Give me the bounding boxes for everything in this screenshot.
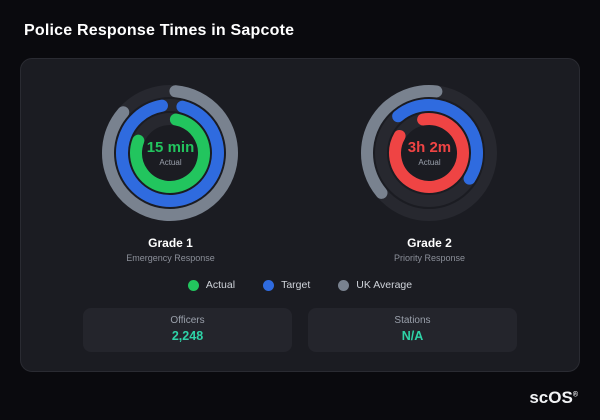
- uk-average-dot-icon: [338, 279, 350, 291]
- stat-label: Stations: [394, 315, 431, 326]
- gauge-chart-wrap: 3h 2m Actual: [355, 79, 503, 227]
- scos-logo-text: scOS: [529, 388, 573, 407]
- gauge-grade-subtitle: Priority Response: [393, 253, 465, 263]
- target-dot-icon: [263, 279, 275, 291]
- gauge-chart-wrap: 15 min Actual: [96, 79, 244, 227]
- gauge-grade-title: Grade 1: [148, 236, 193, 250]
- stat-value: N/A: [401, 329, 424, 343]
- stats-row: Officers 2,248 Stations N/A: [41, 308, 559, 352]
- gauge-grade-1: 15 min Actual Grade 1 Emergency Response: [51, 79, 289, 263]
- stat-label: Officers: [170, 315, 205, 326]
- stat-stations: Stations N/A: [308, 308, 517, 352]
- legend: Actual Target UK Average: [41, 279, 559, 291]
- radial-gauge-grade-2: [361, 85, 498, 221]
- radial-gauge-grade-1: [102, 85, 239, 221]
- gauge-grade-2: 3h 2m Actual Grade 2 Priority Response: [310, 79, 548, 263]
- legend-item-target[interactable]: Target: [263, 279, 310, 291]
- stat-officers: Officers 2,248: [83, 308, 292, 352]
- registered-mark: ®: [572, 391, 578, 399]
- legend-label: UK Average: [356, 279, 413, 291]
- legend-item-actual[interactable]: Actual: [187, 279, 236, 291]
- dashboard-card: 15 min Actual Grade 1 Emergency Response…: [20, 58, 580, 372]
- stat-value: 2,248: [171, 329, 204, 343]
- gauge-grade-subtitle: Emergency Response: [126, 253, 215, 263]
- scos-logo: scOS®: [529, 388, 578, 408]
- actual-dot-icon: [187, 279, 199, 291]
- page-title: Police Response Times in Sapcote: [24, 22, 295, 39]
- legend-item-uk-average[interactable]: UK Average: [338, 279, 412, 291]
- legend-label: Actual: [205, 279, 236, 291]
- legend-label: Target: [281, 279, 311, 291]
- gauges-row: 15 min Actual Grade 1 Emergency Response…: [41, 79, 559, 263]
- gauge-grade-title: Grade 2: [407, 236, 452, 250]
